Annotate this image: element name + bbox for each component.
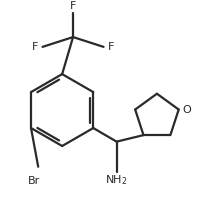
Text: O: O [183,104,191,115]
Text: F: F [70,1,76,11]
Text: F: F [108,42,114,52]
Text: F: F [32,42,38,52]
Text: NH$_2$: NH$_2$ [105,173,128,187]
Text: Br: Br [28,176,40,186]
